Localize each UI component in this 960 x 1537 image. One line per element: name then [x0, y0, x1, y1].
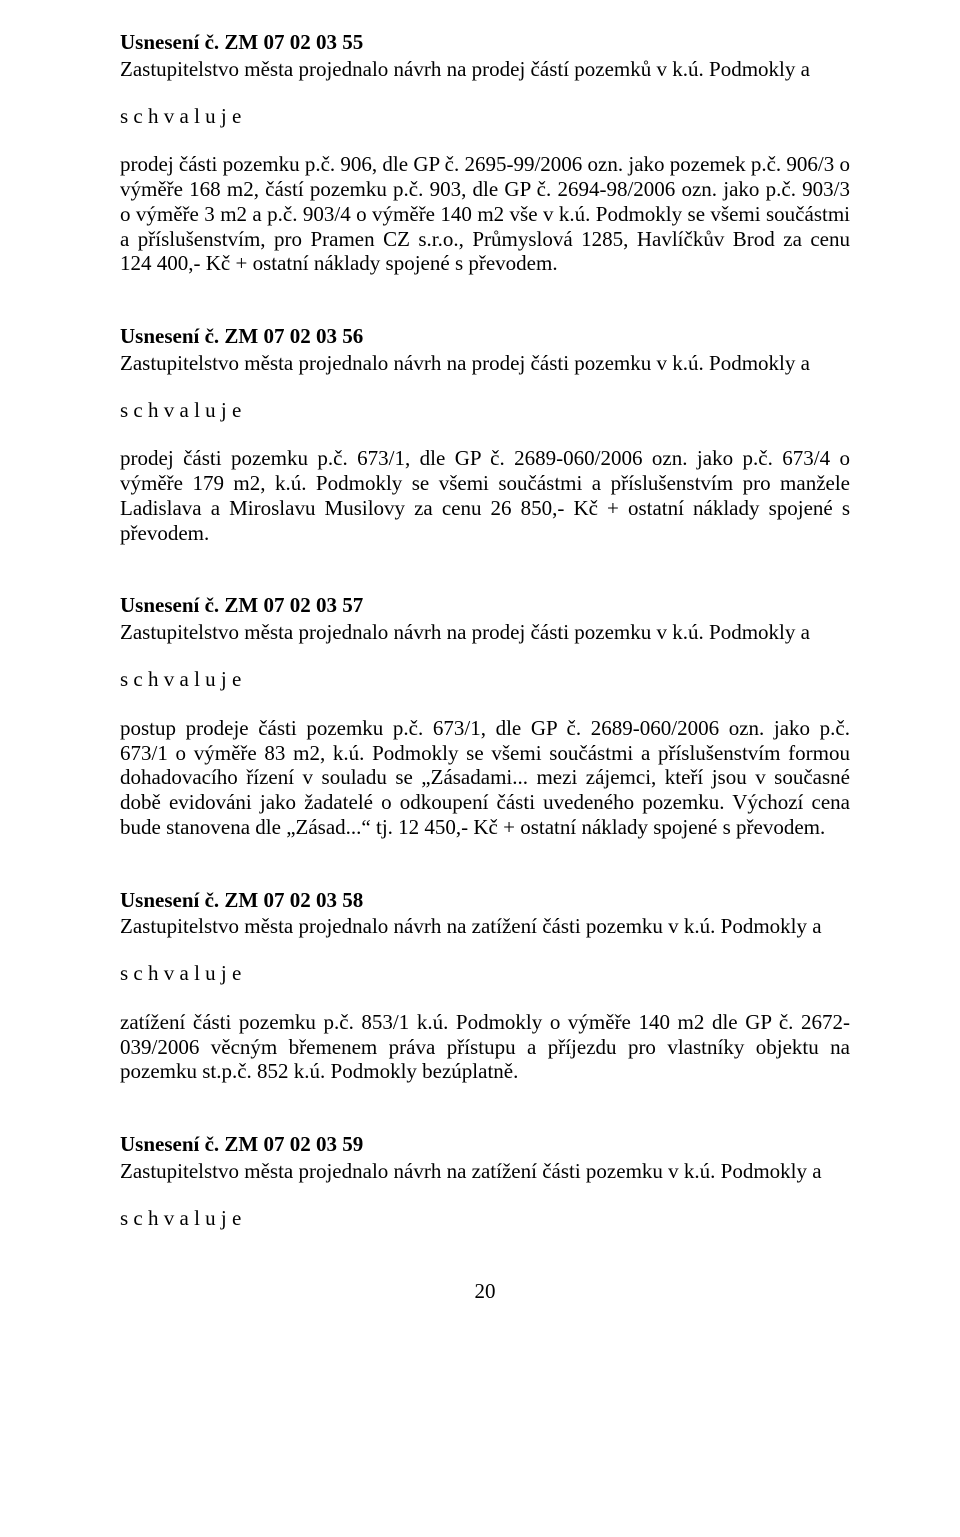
resolution-title: Usnesení č. ZM 07 02 03 56	[120, 324, 850, 349]
resolution-section: Usnesení č. ZM 07 02 03 59Zastupitelstvo…	[120, 1132, 850, 1230]
approve-word: s c h v a l u j e	[120, 961, 850, 986]
resolution-section: Usnesení č. ZM 07 02 03 56Zastupitelstvo…	[120, 324, 850, 545]
approve-word: s c h v a l u j e	[120, 667, 850, 692]
approve-word: s c h v a l u j e	[120, 104, 850, 129]
resolution-section: Usnesení č. ZM 07 02 03 55Zastupitelstvo…	[120, 30, 850, 276]
spacer	[120, 1184, 850, 1206]
resolution-body: postup prodeje části pozemku p.č. 673/1,…	[120, 716, 850, 840]
resolution-title: Usnesení č. ZM 07 02 03 55	[120, 30, 850, 55]
spacer	[120, 376, 850, 398]
resolution-body: prodej části pozemku p.č. 906, dle GP č.…	[120, 152, 850, 276]
approve-word: s c h v a l u j e	[120, 398, 850, 423]
resolution-body: zatížení části pozemku p.č. 853/1 k.ú. P…	[120, 1010, 850, 1084]
resolution-title: Usnesení č. ZM 07 02 03 59	[120, 1132, 850, 1157]
resolution-intro: Zastupitelstvo města projednalo návrh na…	[120, 1159, 850, 1184]
spacer	[120, 82, 850, 104]
resolution-title: Usnesení č. ZM 07 02 03 58	[120, 888, 850, 913]
resolution-intro: Zastupitelstvo města projednalo návrh na…	[120, 914, 850, 939]
resolution-body: prodej části pozemku p.č. 673/1, dle GP …	[120, 446, 850, 545]
spacer	[120, 939, 850, 961]
spacer	[120, 986, 850, 1010]
resolution-title: Usnesení č. ZM 07 02 03 57	[120, 593, 850, 618]
resolution-section: Usnesení č. ZM 07 02 03 57Zastupitelstvo…	[120, 593, 850, 839]
spacer	[120, 692, 850, 716]
resolution-intro: Zastupitelstvo města projednalo návrh na…	[120, 351, 850, 376]
spacer	[120, 422, 850, 446]
resolution-intro: Zastupitelstvo města projednalo návrh na…	[120, 620, 850, 645]
page-number: 20	[120, 1279, 850, 1304]
resolution-intro: Zastupitelstvo města projednalo návrh na…	[120, 57, 850, 82]
approve-word: s c h v a l u j e	[120, 1206, 850, 1231]
resolution-section: Usnesení č. ZM 07 02 03 58Zastupitelstvo…	[120, 888, 850, 1085]
spacer	[120, 645, 850, 667]
spacer	[120, 128, 850, 152]
